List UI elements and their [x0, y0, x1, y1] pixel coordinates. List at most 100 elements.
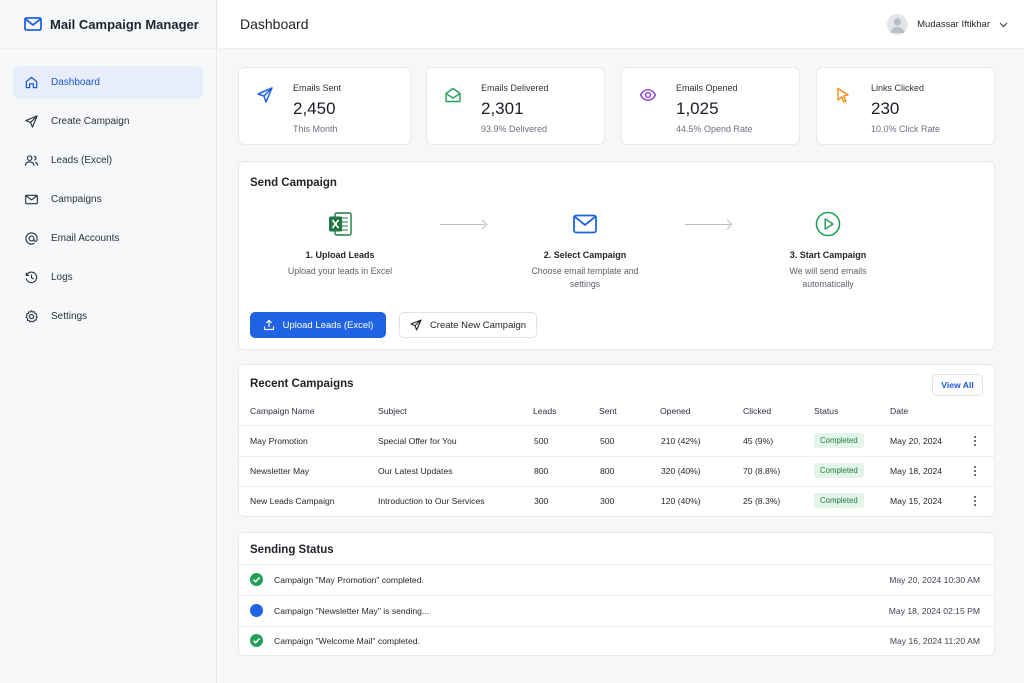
stat-label: Links Clicked — [871, 83, 925, 93]
sending-dot-icon — [250, 604, 263, 617]
at-icon — [25, 232, 38, 245]
recent-campaigns-panel — [238, 364, 995, 517]
cursor-icon — [837, 87, 849, 103]
sidebar-item-label: Leads (Excel) — [51, 155, 113, 166]
status-badge: Completed — [814, 433, 864, 448]
more-vertical-icon[interactable] — [970, 495, 980, 507]
table-cell-clicked: 25 (8.3%) — [743, 496, 781, 506]
gear-icon — [25, 310, 38, 323]
mail-icon — [24, 17, 42, 31]
stat-label: Emails Sent — [293, 83, 342, 93]
table-cell-leads: 800 — [534, 466, 549, 476]
mail-icon — [573, 214, 597, 234]
table-cell-campaign-name[interactable]: New Leads Campaign — [250, 496, 335, 506]
more-vertical-icon[interactable] — [970, 435, 980, 447]
send-icon — [25, 115, 38, 128]
table-cell-date: May 15, 2024 — [890, 496, 943, 506]
avatar — [887, 14, 909, 35]
table-cell-leads: 500 — [534, 436, 549, 446]
status-timestamp: May 18, 2024 02:15 PM — [888, 606, 980, 616]
table-cell-subject: Introduction to Our Services — [378, 496, 485, 506]
status-message: Campaign "Welcome Mail" completed. — [274, 636, 420, 646]
top-header: Dashboard Mudassar Iftikhar — [218, 0, 1024, 49]
button-label: View All — [941, 380, 974, 390]
stat-label: Emails Delivered — [481, 83, 549, 93]
column-header-status[interactable]: Status — [814, 406, 839, 416]
arrow-right-icon — [685, 224, 730, 225]
sidebar-item-label: Settings — [51, 311, 88, 322]
sidebar-item-email-accounts[interactable]: Email Accounts — [13, 222, 203, 255]
table-cell-opened: 120 (40%) — [661, 496, 701, 506]
column-header-campaign-name[interactable]: Campaign Name — [250, 406, 315, 416]
view-all-button[interactable]: View All — [932, 374, 983, 396]
section-title: Recent Campaigns — [250, 378, 354, 390]
table-cell-clicked: 70 (8.8%) — [743, 466, 781, 476]
table-cell-campaign-name[interactable]: May Promotion — [250, 436, 308, 446]
table-cell-subject: Our Latest Updates — [378, 466, 453, 476]
table-cell-sent: 800 — [600, 466, 615, 476]
stat-subtext: This Month — [293, 124, 338, 134]
upload-leads-button[interactable]: Upload Leads (Excel) — [250, 312, 386, 338]
stat-card-links-clicked: Links Clicked 230 10.0% Click Rate — [816, 67, 995, 145]
table-cell-opened: 320 (40%) — [661, 466, 701, 476]
send-icon — [410, 319, 422, 331]
column-header-clicked[interactable]: Clicked — [743, 406, 772, 416]
check-icon — [252, 637, 261, 644]
chevron-down-icon[interactable] — [999, 22, 1008, 28]
column-header-subject[interactable]: Subject — [378, 406, 407, 416]
more-vertical-icon[interactable] — [970, 465, 980, 477]
step-description: We will send emails automatically — [789, 266, 867, 289]
sidebar-nav: Dashboard Create Campaign Leads (Excel) … — [0, 49, 216, 333]
stat-value: 2,301 — [481, 99, 524, 118]
table-cell-sent: 500 — [600, 436, 615, 446]
button-label: Upload Leads (Excel) — [282, 319, 374, 331]
step-title: 3. Start Campaign — [789, 250, 867, 260]
table-cell-leads: 300 — [534, 496, 549, 506]
sidebar-item-campaigns[interactable]: Campaigns — [13, 183, 203, 216]
sidebar-item-label: Campaigns — [51, 194, 102, 205]
stat-value: 1,025 — [676, 99, 719, 118]
sidebar-item-logs[interactable]: Logs — [13, 261, 203, 294]
stat-subtext: 93.9% Delivered — [481, 124, 548, 134]
brand[interactable]: Mail Campaign Manager — [0, 0, 216, 49]
divider — [238, 456, 994, 457]
stat-card-emails-sent: Emails Sent 2,450 This Month — [238, 67, 411, 145]
table-cell-sent: 300 — [600, 496, 615, 506]
create-new-campaign-button[interactable]: Create New Campaign — [399, 312, 537, 338]
table-cell-date: May 20, 2024 — [890, 436, 943, 446]
button-label: Create New Campaign — [429, 319, 527, 331]
users-icon — [24, 155, 39, 166]
sidebar-item-dashboard[interactable]: Dashboard — [13, 66, 203, 99]
table-cell-clicked: 45 (9%) — [743, 436, 774, 446]
user-menu[interactable]: Mudassar Iftikhar — [887, 14, 1008, 35]
eye-icon — [639, 89, 657, 101]
divider — [238, 564, 994, 565]
column-header-date[interactable]: Date — [890, 406, 909, 416]
step-start-campaign: 3. Start Campaign We will send emails au… — [743, 210, 913, 291]
column-header-leads[interactable]: Leads — [533, 406, 557, 416]
step-select-campaign: 2. Select Campaign Choose email template… — [500, 210, 670, 291]
stat-subtext: 44.5% Opend Rate — [676, 124, 753, 134]
history-icon — [25, 271, 38, 284]
sidebar-item-label: Dashboard — [51, 77, 100, 88]
upload-icon — [263, 319, 274, 331]
section-title: Send Campaign — [250, 177, 337, 189]
divider — [238, 595, 994, 596]
sidebar-item-settings[interactable]: Settings — [13, 300, 203, 333]
mail-icon — [25, 194, 38, 205]
sidebar: Mail Campaign Manager Dashboard Create C… — [0, 0, 217, 683]
user-icon — [890, 18, 905, 33]
status-timestamp: May 20, 2024 10:30 AM — [889, 575, 980, 585]
status-badge: Completed — [814, 493, 864, 508]
stat-card-emails-delivered: Emails Delivered 2,301 93.9% Delivered — [426, 67, 605, 145]
sending-status-panel — [238, 532, 995, 656]
status-row: Campaign "Newsletter May" is sending... … — [238, 596, 994, 626]
excel-icon — [329, 212, 352, 236]
table-cell-campaign-name[interactable]: Newsletter May — [250, 466, 310, 476]
column-header-sent[interactable]: Sent — [599, 406, 617, 416]
divider — [238, 486, 994, 487]
sidebar-item-create-campaign[interactable]: Create Campaign — [13, 105, 203, 138]
sidebar-item-leads[interactable]: Leads (Excel) — [13, 144, 203, 177]
sidebar-item-label: Create Campaign — [51, 116, 130, 127]
column-header-opened[interactable]: Opened — [660, 406, 691, 416]
